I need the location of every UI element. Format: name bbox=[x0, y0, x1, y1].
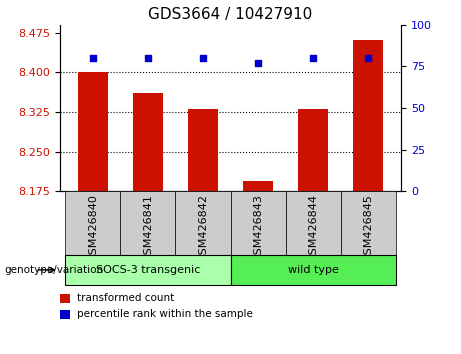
Bar bbox=[176, 191, 230, 255]
Point bbox=[199, 55, 207, 61]
Point bbox=[309, 55, 317, 61]
Bar bbox=[65, 255, 230, 285]
Bar bbox=[230, 255, 396, 285]
Bar bbox=[230, 191, 285, 255]
Text: GSM426842: GSM426842 bbox=[198, 194, 208, 262]
Text: genotype/variation: genotype/variation bbox=[5, 265, 104, 275]
Text: wild type: wild type bbox=[288, 265, 338, 275]
Bar bbox=[60, 310, 70, 319]
Text: transformed count: transformed count bbox=[77, 293, 174, 303]
Bar bbox=[243, 181, 273, 191]
Bar bbox=[78, 72, 108, 191]
Point bbox=[144, 55, 152, 61]
Bar bbox=[120, 191, 176, 255]
Text: SOCS-3 transgenic: SOCS-3 transgenic bbox=[96, 265, 200, 275]
Text: GSM426843: GSM426843 bbox=[253, 194, 263, 262]
Text: GSM426844: GSM426844 bbox=[308, 194, 318, 262]
Text: GSM426841: GSM426841 bbox=[143, 194, 153, 262]
Text: GSM426845: GSM426845 bbox=[363, 194, 373, 262]
Bar bbox=[285, 191, 341, 255]
Bar bbox=[60, 294, 70, 303]
Bar bbox=[298, 109, 328, 191]
Title: GDS3664 / 10427910: GDS3664 / 10427910 bbox=[148, 7, 313, 22]
Bar bbox=[133, 93, 163, 191]
Bar bbox=[353, 40, 383, 191]
Bar bbox=[341, 191, 396, 255]
Point bbox=[364, 55, 372, 61]
Text: GSM426840: GSM426840 bbox=[88, 194, 98, 262]
Text: percentile rank within the sample: percentile rank within the sample bbox=[77, 309, 253, 319]
Bar bbox=[65, 191, 120, 255]
Point bbox=[89, 55, 97, 61]
Bar bbox=[188, 109, 218, 191]
Point bbox=[254, 60, 262, 66]
